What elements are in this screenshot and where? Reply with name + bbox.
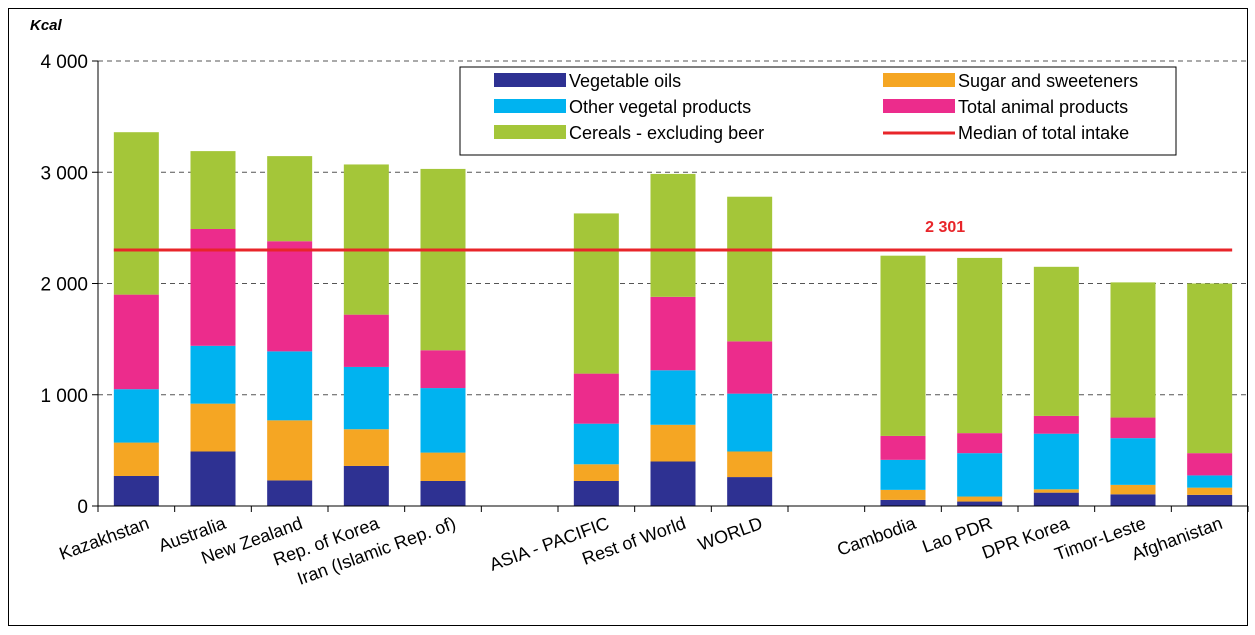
legend-label: Cereals - excluding beer	[569, 123, 764, 143]
y-tick-label: 0	[77, 497, 88, 518]
bar-segment	[727, 451, 773, 478]
bar-segment	[1187, 494, 1233, 506]
bar-segment	[267, 351, 313, 421]
bar-segment	[190, 451, 236, 506]
bar-segment	[1110, 417, 1156, 439]
bar-segment	[267, 156, 313, 242]
bar-segment	[1187, 283, 1233, 454]
bar-segment	[880, 499, 926, 506]
bar-segment	[1033, 489, 1079, 493]
bar-segment	[727, 477, 773, 506]
legend: Vegetable oils Sugar and sweeteners Other …	[459, 66, 1177, 156]
bar-segment	[727, 196, 773, 342]
y-tick-label: 3 000	[40, 163, 88, 184]
bar-segment	[573, 480, 619, 506]
bar-segment	[113, 442, 159, 476]
bar-segment	[420, 168, 466, 351]
y-axis-title: Kcal	[30, 17, 63, 34]
bar-segment	[420, 350, 466, 389]
bar-segment	[1110, 282, 1156, 418]
bar-segment	[957, 501, 1003, 506]
bar-segment	[420, 480, 466, 506]
bar-segment	[113, 389, 159, 443]
x-tick-label: WORLD	[695, 513, 765, 555]
bar-segment	[957, 433, 1003, 454]
bar-segment	[1033, 415, 1079, 434]
bar-segment	[1187, 487, 1233, 495]
bar-segment	[113, 294, 159, 390]
legend-label: Median of total intake	[958, 123, 1129, 143]
bar-segment	[420, 388, 466, 453]
bar-segment	[573, 423, 619, 465]
bar-segment	[343, 429, 389, 466]
legend-swatch	[494, 73, 566, 87]
median-value-label: 2 301	[925, 219, 965, 236]
bar-segment	[1033, 433, 1079, 490]
bar-segment	[1033, 492, 1079, 506]
bar-segment	[1187, 475, 1233, 488]
legend-label: Sugar and sweeteners	[958, 71, 1138, 91]
bars	[113, 132, 1233, 506]
bar-segment	[880, 489, 926, 500]
bar-segment	[343, 314, 389, 367]
bar-segment	[650, 461, 696, 506]
x-tick-label: Kazakhstan	[56, 513, 151, 564]
bar-segment	[573, 373, 619, 424]
bar-segment	[1033, 266, 1079, 416]
bar-segment	[113, 132, 159, 295]
bar-segment	[267, 480, 313, 506]
bar-segment	[420, 452, 466, 481]
bar-segment	[727, 393, 773, 452]
bar-segment	[343, 366, 389, 430]
legend-swatch	[494, 99, 566, 113]
legend-swatch	[883, 99, 955, 113]
bar-segment	[880, 255, 926, 436]
legend-swatch	[883, 73, 955, 87]
bar-segment	[880, 459, 926, 490]
legend-box	[459, 66, 1177, 156]
bar-segment	[267, 241, 313, 352]
bar-segment	[650, 296, 696, 371]
bar-segment	[957, 453, 1003, 497]
legend-label: Other vegetal products	[569, 97, 751, 117]
bar-segment	[1110, 484, 1156, 495]
y-tick-label: 2 000	[40, 275, 88, 296]
bar-segment	[650, 424, 696, 462]
median-line-group: 2 301	[113, 219, 1233, 252]
bar-segment	[190, 403, 236, 452]
bar-segment	[190, 345, 236, 404]
bar-segment	[1110, 494, 1156, 506]
bar-segment	[650, 370, 696, 425]
legend-label: Vegetable oils	[569, 71, 681, 91]
bar-segment	[113, 475, 159, 506]
bar-segment	[650, 173, 696, 297]
bar-segment	[573, 213, 619, 374]
bar-segment	[880, 435, 926, 460]
y-tick-label: 4 000	[40, 52, 88, 73]
legend-label: Total animal products	[958, 97, 1128, 117]
bar-segment	[267, 420, 313, 481]
x-tick-label: Cambodia	[834, 513, 919, 560]
bar-segment	[343, 465, 389, 506]
bar-segment	[957, 496, 1003, 502]
bar-segment	[573, 464, 619, 481]
bar-segment	[727, 341, 773, 394]
bar-segment	[190, 228, 236, 346]
bar-segment	[1187, 453, 1233, 476]
bar-segment	[190, 151, 236, 229]
bar-segment	[1110, 438, 1156, 485]
bar-segment	[957, 257, 1003, 434]
bar-segment	[343, 164, 389, 315]
y-tick-label: 1 000	[40, 386, 88, 407]
legend-swatch	[494, 125, 566, 139]
